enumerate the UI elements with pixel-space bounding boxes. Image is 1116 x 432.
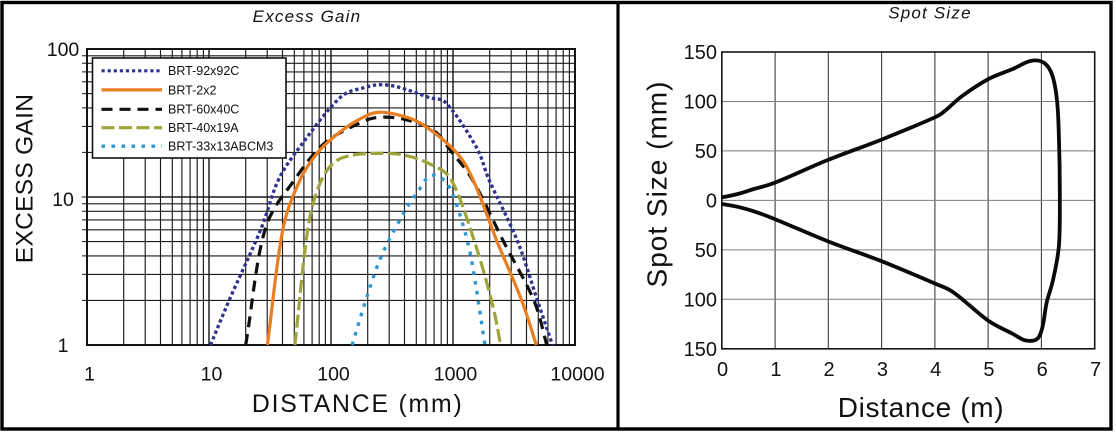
svg-text:0: 0 — [706, 190, 717, 212]
svg-text:BRT-33x13ABCM3: BRT-33x13ABCM3 — [168, 140, 273, 154]
svg-text:BRT-92x92C: BRT-92x92C — [168, 64, 239, 78]
svg-text:3: 3 — [877, 359, 888, 381]
svg-text:BRT-60x40C: BRT-60x40C — [168, 103, 239, 117]
svg-text:10: 10 — [201, 364, 223, 386]
svg-text:150: 150 — [684, 42, 717, 64]
svg-text:BRT-2x2: BRT-2x2 — [168, 83, 216, 97]
svg-text:10: 10 — [52, 189, 74, 211]
svg-text:Spot Size: Spot Size — [888, 4, 972, 23]
svg-text:5: 5 — [983, 359, 994, 381]
svg-text:BRT-40x19A: BRT-40x19A — [168, 121, 239, 135]
svg-text:Distance (m): Distance (m) — [838, 392, 1005, 423]
svg-text:7: 7 — [1090, 359, 1101, 381]
svg-text:Spot Size (mm): Spot Size (mm) — [642, 81, 673, 288]
svg-text:1: 1 — [770, 359, 781, 381]
svg-text:Excess Gain: Excess Gain — [253, 7, 362, 26]
svg-text:50: 50 — [695, 240, 717, 262]
svg-text:DISTANCE (mm): DISTANCE (mm) — [252, 391, 464, 418]
svg-text:1000: 1000 — [434, 364, 478, 386]
svg-text:EXCESS GAIN: EXCESS GAIN — [12, 94, 39, 263]
svg-text:2: 2 — [824, 359, 835, 381]
svg-text:50: 50 — [695, 141, 717, 163]
svg-text:0: 0 — [717, 359, 728, 381]
svg-text:6: 6 — [1037, 359, 1048, 381]
svg-text:10000: 10000 — [550, 364, 604, 386]
svg-text:100: 100 — [684, 289, 717, 311]
svg-text:100: 100 — [47, 39, 80, 61]
svg-text:1: 1 — [84, 364, 95, 386]
svg-text:1: 1 — [58, 335, 69, 357]
svg-text:150: 150 — [684, 339, 717, 361]
svg-text:100: 100 — [317, 364, 350, 386]
svg-text:100: 100 — [684, 92, 717, 114]
svg-text:4: 4 — [930, 359, 941, 381]
